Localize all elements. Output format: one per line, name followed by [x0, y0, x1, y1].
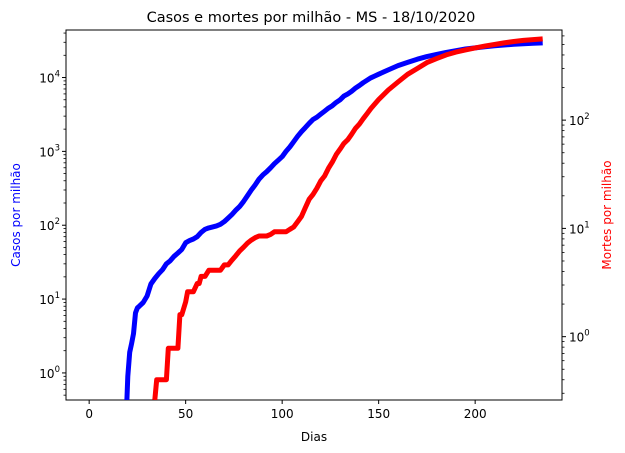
y-axis-right-label: Mortes por milhão — [600, 160, 614, 269]
x-tick-label: 200 — [464, 407, 487, 421]
x-axis: 0 50 100 150 200 — [85, 400, 487, 421]
y-left-tick-label: 103 — [39, 143, 60, 159]
chart-title: Casos e mortes por milhão - MS - 18/10/2… — [147, 10, 476, 26]
series-layer — [124, 36, 543, 400]
x-tick-label: 150 — [367, 407, 390, 421]
plot-frame — [65, 29, 563, 401]
x-tick-label: 0 — [85, 407, 93, 421]
plot-area — [65, 29, 563, 401]
y-left-tick-label: 101 — [39, 291, 60, 307]
y-right-tick-label: 102 — [569, 112, 590, 128]
y-right-tick-label: 101 — [569, 220, 590, 236]
y-axis-left: 100 101 102 103 104 — [39, 32, 66, 396]
y-axis-left-label: Casos por milhão — [9, 163, 23, 267]
y-left-tick-label: 100 — [39, 365, 60, 381]
casos-series-line — [124, 40, 543, 400]
x-tick-label: 100 — [271, 407, 294, 421]
mortes-series-line — [152, 36, 543, 400]
y-right-tick-label: 100 — [569, 329, 590, 345]
y-left-tick-label: 102 — [39, 217, 60, 233]
x-tick-label: 50 — [178, 407, 193, 421]
y-left-tick-label: 104 — [39, 70, 60, 86]
y-axis-right: 100 101 102 — [562, 35, 590, 394]
x-axis-label: Dias — [301, 430, 327, 444]
